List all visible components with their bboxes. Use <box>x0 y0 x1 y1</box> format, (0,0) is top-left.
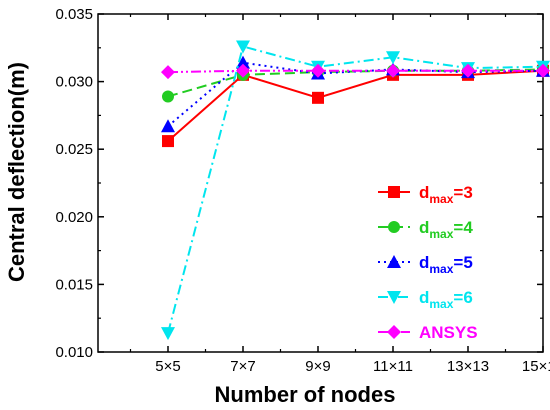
data-point <box>461 63 475 78</box>
legend-entry: dmax=5 <box>378 253 473 276</box>
series-line <box>167 45 544 334</box>
data-point <box>386 63 400 78</box>
y-tick-label: 0.020 <box>55 209 93 226</box>
x-axis-title: Number of nodes <box>215 382 396 407</box>
x-tick-label: 9×9 <box>305 358 330 375</box>
series-lines <box>161 40 550 341</box>
data-point <box>236 63 250 78</box>
data-point <box>161 65 175 80</box>
series-line <box>167 69 543 74</box>
x-tick-label: 13×13 <box>447 358 489 375</box>
data-point <box>312 91 324 104</box>
legend-entry: dmax=3 <box>378 183 473 206</box>
legend-marker <box>388 221 400 233</box>
data-point <box>236 40 250 54</box>
y-tick-label: 0.030 <box>55 74 93 91</box>
legend: dmax=3 dmax=4 dmax=5 dmax=6 ANSYS <box>378 183 478 342</box>
x-tick-label: 5×5 <box>155 358 180 375</box>
legend-entry: ANSYS <box>378 323 478 342</box>
y-axis-ticks: 0.010 0.015 0.020 0.025 0.030 0.035 <box>55 6 543 361</box>
data-point <box>161 119 175 133</box>
legend-marker <box>387 255 401 268</box>
legend-label: dmax=6 <box>419 288 473 311</box>
data-point <box>536 63 550 78</box>
series-5 <box>161 63 550 80</box>
legend-entry: dmax=4 <box>378 218 473 241</box>
data-point <box>162 90 174 103</box>
legend-label: dmax=4 <box>419 218 473 241</box>
legend-marker <box>388 186 400 198</box>
data-point <box>162 135 174 148</box>
legend-label: ANSYS <box>419 323 478 342</box>
legend-marker <box>387 325 401 339</box>
y-axis-title: Central deflection(m) <box>4 62 29 282</box>
legend-label: dmax=3 <box>419 183 473 206</box>
y-tick-label: 0.015 <box>55 276 93 293</box>
legend-entry: dmax=6 <box>378 288 473 311</box>
x-tick-label: 11×11 <box>373 358 413 375</box>
x-tick-label: 15×15 <box>522 358 550 375</box>
y-tick-label: 0.025 <box>55 141 93 158</box>
y-tick-label: 0.035 <box>55 6 93 23</box>
x-tick-label: 7×7 <box>230 358 255 375</box>
legend-label: dmax=5 <box>419 253 473 276</box>
series-line <box>167 69 544 142</box>
data-point <box>386 51 400 65</box>
legend-marker <box>387 291 401 304</box>
data-point <box>311 63 325 78</box>
x-axis-ticks: 5×5 7×7 9×9 11×11 13×13 15×15 <box>129 14 550 375</box>
y-tick-label: 0.010 <box>55 344 93 361</box>
data-point <box>236 55 250 69</box>
data-point <box>161 327 175 341</box>
